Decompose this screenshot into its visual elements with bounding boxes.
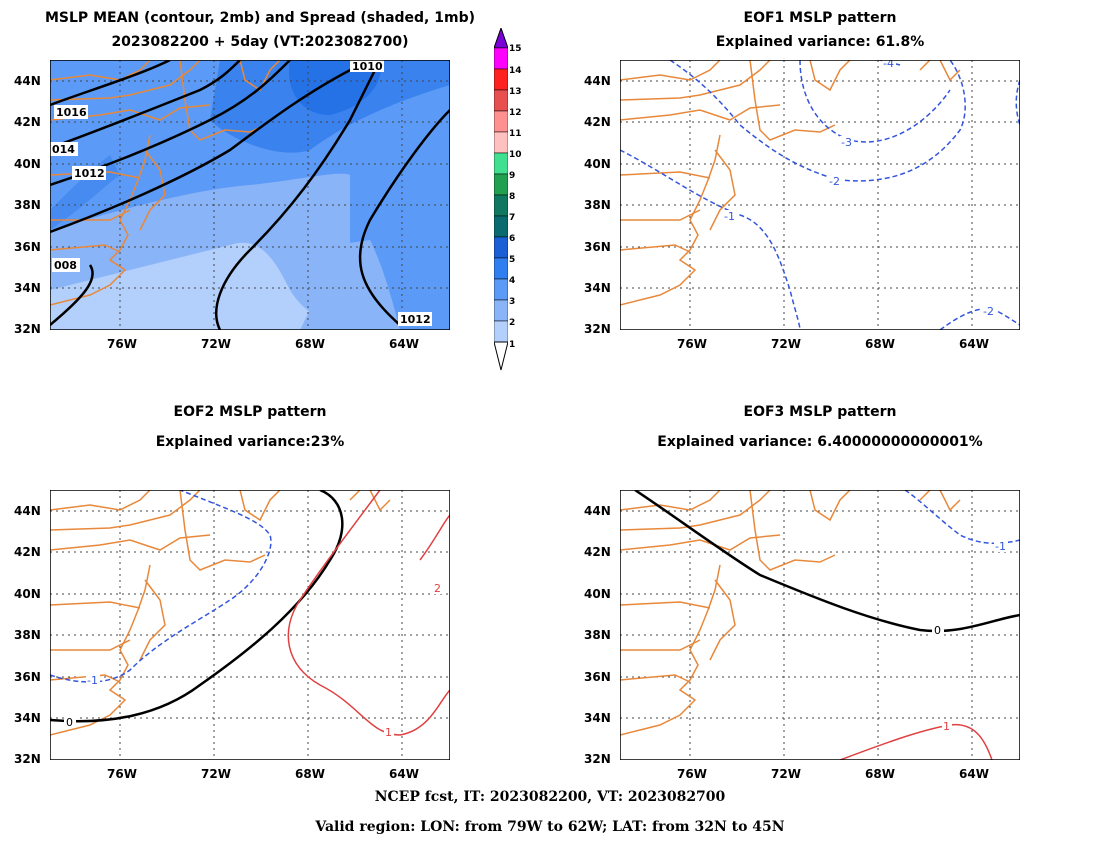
p4-lat-38n: 38N bbox=[584, 628, 611, 642]
p1-lat-38n: 38N bbox=[14, 198, 41, 212]
p2-lat-36n: 36N bbox=[584, 240, 611, 254]
spread-colorbar bbox=[494, 28, 508, 371]
eof2-contour-label-1: 1 bbox=[385, 726, 392, 739]
panel2-title-line1: EOF1 MSLP pattern bbox=[743, 10, 897, 26]
p1-lat-32n: 32N bbox=[14, 322, 41, 336]
colorbar-label-7: 7 bbox=[509, 213, 516, 223]
eof1-contour-label-m3: -3 bbox=[841, 136, 852, 149]
colorbar-label-6: 6 bbox=[509, 234, 516, 244]
eof3-contour-label-0: 0 bbox=[934, 624, 941, 637]
p1-lon-68w: 68W bbox=[295, 337, 325, 351]
p1-lat-34n: 34N bbox=[14, 281, 41, 295]
p2-lat-42n: 42N bbox=[584, 115, 611, 129]
p2-lon-68w: 68W bbox=[865, 337, 895, 351]
eof3-map: -1 0 1 bbox=[620, 490, 1020, 760]
p4-lon-64w: 64W bbox=[959, 767, 989, 781]
p1-lon-72w: 72W bbox=[201, 337, 231, 351]
p3-lat-38n: 38N bbox=[14, 628, 41, 642]
panel1-title-line1: MSLP MEAN (contour, 2mb) and Spread (sha… bbox=[45, 10, 475, 26]
colorbar-label-4: 4 bbox=[509, 276, 516, 286]
p2-lat-40n: 40N bbox=[584, 157, 611, 171]
mean-contour-label-1012: 1012 bbox=[74, 167, 105, 180]
p3-lon-72w: 72W bbox=[201, 767, 231, 781]
colorbar-label-11: 11 bbox=[509, 129, 522, 139]
mean-contour-label-1008: 008 bbox=[54, 259, 77, 272]
mean-contour-label-1012b: 1012 bbox=[400, 313, 431, 326]
eof2-contour-label-0: 0 bbox=[66, 716, 73, 729]
colorbar-label-5: 5 bbox=[509, 255, 516, 265]
eof2-map: -1 0 2 1 bbox=[50, 490, 450, 760]
colorbar-label-1: 1 bbox=[509, 340, 516, 350]
p3-lat-42n: 42N bbox=[14, 545, 41, 559]
p1-lat-42n: 42N bbox=[14, 115, 41, 129]
p3-lon-64w: 64W bbox=[389, 767, 419, 781]
p3-lat-36n: 36N bbox=[14, 670, 41, 684]
mean-contour-label-1010: 1010 bbox=[352, 60, 383, 73]
mean-contour-label-1014: 014 bbox=[52, 143, 75, 156]
colorbar-label-2: 2 bbox=[509, 318, 516, 328]
mean-contour-label-1016: 1016 bbox=[56, 106, 87, 119]
p2-lon-76w: 76W bbox=[677, 337, 707, 351]
p2-lat-44n: 44N bbox=[584, 74, 611, 88]
p3-lat-32n: 32N bbox=[14, 752, 41, 766]
p1-lat-40n: 40N bbox=[14, 157, 41, 171]
p4-lon-76w: 76W bbox=[677, 767, 707, 781]
p3-lon-76w: 76W bbox=[107, 767, 137, 781]
panel1-title-line2: 2023082200 + 5day (VT:2023082700) bbox=[111, 34, 409, 50]
p4-lat-44n: 44N bbox=[584, 504, 611, 518]
p4-lon-72w: 72W bbox=[771, 767, 801, 781]
eof1-contour-label-m4: -4 bbox=[883, 60, 894, 70]
panel4-title-line1: EOF3 MSLP pattern bbox=[743, 404, 897, 420]
p1-lat-44n: 44N bbox=[14, 74, 41, 88]
p4-lat-36n: 36N bbox=[584, 670, 611, 684]
footer-valid-region: Valid region: LON: from 79W to 62W; LAT:… bbox=[315, 819, 785, 835]
p3-lon-68w: 68W bbox=[295, 767, 325, 781]
p2-lon-64w: 64W bbox=[959, 337, 989, 351]
p4-lon-68w: 68W bbox=[865, 767, 895, 781]
colorbar-label-15: 15 bbox=[509, 44, 522, 54]
colorbar-label-10: 10 bbox=[509, 150, 522, 160]
eof3-contour-label-m1: -1 bbox=[995, 540, 1006, 553]
panel2-title-line2: Explained variance: 61.8% bbox=[715, 34, 925, 50]
colorbar-label-13: 13 bbox=[509, 87, 522, 97]
colorbar-label-8: 8 bbox=[509, 192, 516, 202]
colorbar-label-14: 14 bbox=[509, 66, 522, 76]
colorbar-label-9: 9 bbox=[509, 171, 516, 181]
eof1-map: -4 -3 -2 -1 -2 bbox=[620, 60, 1020, 330]
p2-lat-38n: 38N bbox=[584, 198, 611, 212]
p4-lat-42n: 42N bbox=[584, 545, 611, 559]
eof1-contour-label-m2b: -2 bbox=[983, 305, 994, 318]
colorbar-label-12: 12 bbox=[509, 108, 522, 118]
colorbar-label-3: 3 bbox=[509, 297, 516, 307]
eof1-contour-label-m2: -2 bbox=[829, 175, 840, 188]
p2-lat-34n: 34N bbox=[584, 281, 611, 295]
p1-lon-64w: 64W bbox=[389, 337, 419, 351]
panel4-title-line2: Explained variance: 6.40000000000001% bbox=[657, 434, 983, 450]
p1-lon-76w: 76W bbox=[107, 337, 137, 351]
p3-lat-40n: 40N bbox=[14, 587, 41, 601]
footer-forecast-info: NCEP fcst, IT: 2023082200, VT: 202308270… bbox=[374, 789, 726, 805]
eof1-contour-label-m1: -1 bbox=[724, 210, 735, 223]
mean-spread-map: 1010 1016 014 1012 008 1012 bbox=[50, 60, 450, 330]
panel3-title-line1: EOF2 MSLP pattern bbox=[173, 404, 327, 420]
p2-lon-72w: 72W bbox=[771, 337, 801, 351]
p4-lat-32n: 32N bbox=[584, 752, 611, 766]
p4-lat-40n: 40N bbox=[584, 587, 611, 601]
p3-lat-34n: 34N bbox=[14, 711, 41, 725]
p1-lat-36n: 36N bbox=[14, 240, 41, 254]
p4-lat-34n: 34N bbox=[584, 711, 611, 725]
panel3-title-line2: Explained variance:23% bbox=[155, 434, 345, 450]
eof3-contour-label-1: 1 bbox=[943, 720, 950, 733]
eof2-contour-label-2: 2 bbox=[434, 582, 441, 595]
eof2-contour-label-m1: -1 bbox=[87, 674, 98, 687]
p3-lat-44n: 44N bbox=[14, 504, 41, 518]
p2-lat-32n: 32N bbox=[584, 322, 611, 336]
